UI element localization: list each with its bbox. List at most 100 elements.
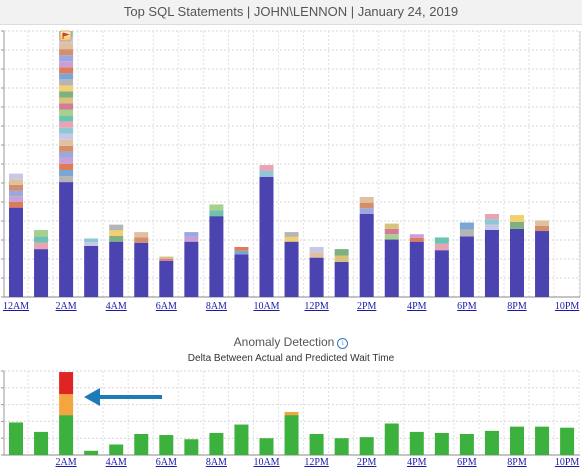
anomaly-bar-4PM[interactable]	[409, 431, 424, 455]
main-bar-segment[interactable]	[34, 236, 49, 243]
anomaly-bar-6PM[interactable]	[459, 434, 474, 455]
main-bar-3PM[interactable]	[384, 239, 399, 297]
main-bar-segment[interactable]	[59, 151, 74, 158]
main-bar-12PM[interactable]	[309, 257, 324, 297]
main-bar-8AM[interactable]	[209, 216, 224, 297]
main-bar-segment[interactable]	[359, 208, 374, 215]
anomaly-x-tick-4AM[interactable]: 4AM	[106, 457, 127, 468]
main-bar-3AM[interactable]	[84, 245, 99, 297]
main-bar-segment[interactable]	[59, 103, 74, 110]
main-bar-segment[interactable]	[59, 73, 74, 80]
main-bar-segment[interactable]	[9, 190, 23, 197]
anomaly-bar-7PM[interactable]	[484, 430, 499, 455]
main-bar-segment[interactable]	[334, 255, 349, 262]
main-bar-segment[interactable]	[109, 235, 124, 242]
main-x-tick-8AM[interactable]: 8AM	[206, 301, 227, 312]
anomaly-x-tick-2AM[interactable]: 2AM	[56, 457, 77, 468]
main-bar-segment[interactable]	[34, 229, 49, 237]
main-bar-segment[interactable]	[59, 170, 74, 177]
main-x-tick-2PM[interactable]: 2PM	[357, 301, 377, 312]
main-bar-segment[interactable]	[535, 225, 550, 232]
main-bar-segment[interactable]	[434, 237, 449, 244]
anomaly-bar-5PM[interactable]	[434, 432, 449, 455]
main-bar-5AM[interactable]	[134, 242, 149, 297]
main-bar-segment[interactable]	[34, 242, 49, 250]
main-bar-9PM[interactable]	[535, 231, 550, 297]
anomaly-bar-10AM[interactable]	[259, 438, 274, 455]
main-bar-segment[interactable]	[209, 204, 224, 211]
anomaly-bar-4AM[interactable]	[109, 444, 124, 456]
main-bar-segment[interactable]	[334, 249, 349, 256]
main-bar-1PM[interactable]	[334, 261, 349, 297]
main-bar-6AM[interactable]	[159, 260, 174, 297]
main-bar-segment[interactable]	[9, 196, 23, 202]
main-bar-segment[interactable]	[510, 221, 524, 229]
main-bar-segment[interactable]	[409, 237, 424, 242]
main-bar-8PM[interactable]	[510, 228, 524, 297]
main-bar-11AM[interactable]	[284, 241, 299, 297]
main-bar-segment[interactable]	[59, 91, 74, 98]
anomaly-bar-3AM[interactable]	[84, 450, 99, 455]
main-bar-segment[interactable]	[384, 234, 399, 240]
main-bar-segment[interactable]	[234, 250, 249, 255]
anomaly-bar-1PM[interactable]	[334, 438, 349, 455]
main-bar-segment[interactable]	[510, 215, 524, 222]
main-bar-7PM[interactable]	[484, 229, 499, 297]
main-bar-segment[interactable]	[309, 252, 324, 258]
anomaly-bar-6AM[interactable]	[159, 435, 174, 455]
main-bar-segment[interactable]	[9, 179, 23, 185]
main-x-tick-10AM[interactable]: 10AM	[253, 301, 279, 312]
anomaly-x-tick-8PM[interactable]: 8PM	[507, 457, 527, 468]
anomaly-bar-8AM[interactable]	[209, 432, 224, 455]
main-bar-segment[interactable]	[159, 258, 174, 261]
main-bar-segment[interactable]	[59, 67, 74, 74]
anomaly-bar-12PM[interactable]	[309, 434, 324, 455]
anomaly-x-tick-4PM[interactable]: 4PM	[407, 457, 427, 468]
main-bar-segment[interactable]	[134, 232, 149, 238]
main-bar-segment[interactable]	[284, 232, 299, 237]
main-bar-1AM[interactable]	[34, 249, 49, 297]
main-bar-2PM[interactable]	[359, 214, 374, 297]
main-bar-segment[interactable]	[234, 246, 249, 251]
main-bar-segment[interactable]	[384, 228, 399, 235]
main-bar-12AM[interactable]	[9, 207, 23, 297]
main-bar-segment[interactable]	[259, 165, 274, 171]
main-x-tick-2AM[interactable]: 2AM	[56, 301, 77, 312]
main-bar-segment[interactable]	[59, 115, 74, 122]
main-bar-2AM[interactable]	[59, 182, 74, 297]
main-bar-segment[interactable]	[259, 170, 274, 177]
main-bar-9AM[interactable]	[234, 254, 249, 297]
main-bar-segment[interactable]	[59, 145, 74, 152]
main-bar-segment[interactable]	[59, 157, 74, 164]
anomaly-bar-8PM[interactable]	[510, 426, 524, 455]
anomaly-bar-1AM[interactable]	[34, 431, 49, 455]
main-bar-segment[interactable]	[9, 201, 23, 208]
main-bar-segment[interactable]	[484, 214, 499, 220]
main-bar-6PM[interactable]	[459, 236, 474, 297]
main-bar-segment[interactable]	[359, 202, 374, 209]
anomaly-x-tick-6PM[interactable]: 6PM	[457, 457, 477, 468]
main-x-tick-4PM[interactable]: 4PM	[407, 301, 427, 312]
main-x-tick-8PM[interactable]: 8PM	[507, 301, 527, 312]
main-bar-segment[interactable]	[59, 85, 74, 92]
anomaly-x-tick-2PM[interactable]: 2PM	[357, 457, 377, 468]
anomaly-x-tick-8AM[interactable]: 8AM	[206, 457, 227, 468]
anomaly-bar-warning-11AM[interactable]	[284, 411, 299, 416]
main-x-tick-6PM[interactable]: 6PM	[457, 301, 477, 312]
main-bar-segment[interactable]	[59, 127, 74, 134]
main-bar-segment[interactable]	[59, 163, 74, 171]
anomaly-bar-critical-2AM[interactable]	[59, 372, 74, 395]
anomaly-bar-10PM[interactable]	[560, 427, 575, 455]
main-bar-segment[interactable]	[59, 61, 74, 68]
anomaly-bar-3PM[interactable]	[384, 423, 399, 456]
main-bar-segment[interactable]	[59, 176, 74, 183]
anomaly-x-tick-10PM[interactable]: 10PM	[555, 457, 580, 468]
main-bar-segment[interactable]	[109, 224, 124, 231]
main-bar-segment[interactable]	[184, 236, 199, 242]
flag-marker-icon[interactable]	[59, 30, 72, 42]
main-bar-segment[interactable]	[59, 79, 74, 86]
main-bar-segment[interactable]	[309, 246, 324, 253]
main-bar-segment[interactable]	[84, 242, 99, 246]
main-bar-segment[interactable]	[409, 234, 424, 238]
main-bar-segment[interactable]	[9, 184, 23, 191]
